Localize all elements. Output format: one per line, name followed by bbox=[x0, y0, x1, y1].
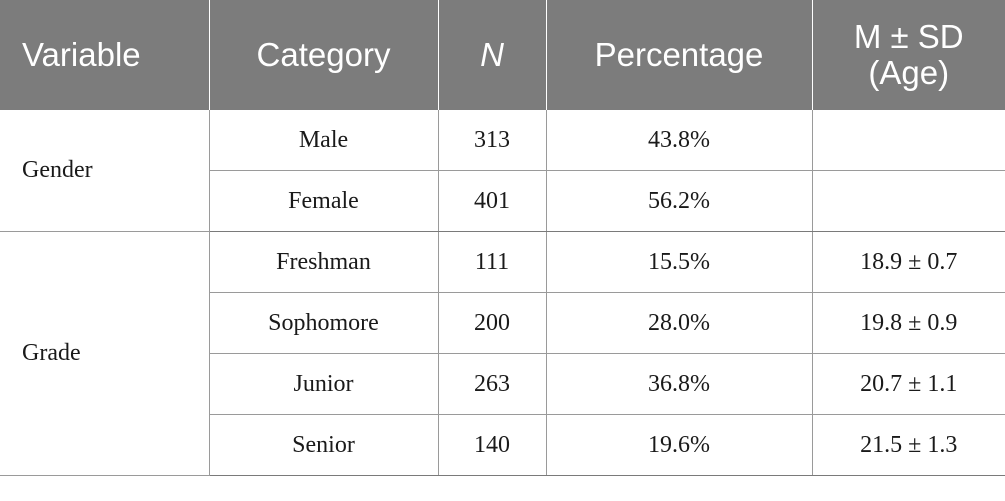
category-cell: Senior bbox=[209, 414, 439, 476]
n-cell: 111 bbox=[438, 231, 547, 293]
category-cell: Sophomore bbox=[209, 292, 439, 354]
variable-cell-gender: Gender bbox=[0, 110, 210, 232]
n-cell: 140 bbox=[438, 414, 547, 476]
table-row: Gender Male 313 43.8% bbox=[0, 110, 1005, 232]
msd-cell: 20.7 ± 1.1 bbox=[812, 353, 1005, 415]
percentage-cell: 36.8% bbox=[546, 353, 813, 415]
msd-cell: 19.8 ± 0.9 bbox=[812, 292, 1005, 354]
table-row: Grade Freshman 111 15.5% 18.9 ± 0.7 bbox=[0, 231, 1005, 476]
category-cell: Male bbox=[209, 110, 439, 171]
header-age: (Age) bbox=[868, 54, 950, 91]
msd-cell bbox=[812, 170, 1005, 232]
header-category: Category bbox=[209, 0, 439, 110]
percentage-cell: 15.5% bbox=[546, 231, 813, 293]
table-row: Sophomore 200 28.0% 19.8 ± 0.9 bbox=[0, 292, 1005, 354]
variable-cell-grade: Grade bbox=[0, 231, 210, 476]
header-mean-sd-age: M ± SD (Age) bbox=[812, 0, 1005, 110]
n-cell: 263 bbox=[438, 353, 547, 415]
header-mean-sd: M ± SD bbox=[853, 17, 964, 55]
n-cell: 200 bbox=[438, 292, 547, 354]
n-cell: 313 bbox=[438, 110, 547, 171]
table-row: Senior 140 19.6% 21.5 ± 1.3 bbox=[0, 414, 1005, 476]
header-variable: Variable bbox=[0, 0, 210, 110]
msd-cell: 18.9 ± 0.7 bbox=[812, 231, 1005, 293]
msd-cell bbox=[812, 110, 1005, 171]
category-cell: Freshman bbox=[209, 231, 439, 293]
category-cell: Female bbox=[209, 170, 439, 232]
header-n: N bbox=[438, 0, 547, 110]
table-body: Gender Male 313 43.8% Female 401 56.2% G… bbox=[0, 110, 1005, 476]
category-cell: Junior bbox=[209, 353, 439, 415]
percentage-cell: 56.2% bbox=[546, 170, 813, 232]
n-cell: 401 bbox=[438, 170, 547, 232]
percentage-cell: 19.6% bbox=[546, 414, 813, 476]
header-percentage: Percentage bbox=[546, 0, 813, 110]
table-header: Variable Category N Percentage M ± SD (Ag… bbox=[0, 0, 1005, 110]
table-row: Junior 263 36.8% 20.7 ± 1.1 bbox=[0, 353, 1005, 415]
msd-cell: 21.5 ± 1.3 bbox=[812, 414, 1005, 476]
percentage-cell: 28.0% bbox=[546, 292, 813, 354]
percentage-cell: 43.8% bbox=[546, 110, 813, 171]
header-row: Variable Category N Percentage M ± SD (Ag… bbox=[0, 0, 1005, 110]
table-row: Female 401 56.2% bbox=[0, 170, 1005, 232]
demographics-table: Variable Category N Percentage M ± SD (Ag… bbox=[0, 0, 1005, 476]
